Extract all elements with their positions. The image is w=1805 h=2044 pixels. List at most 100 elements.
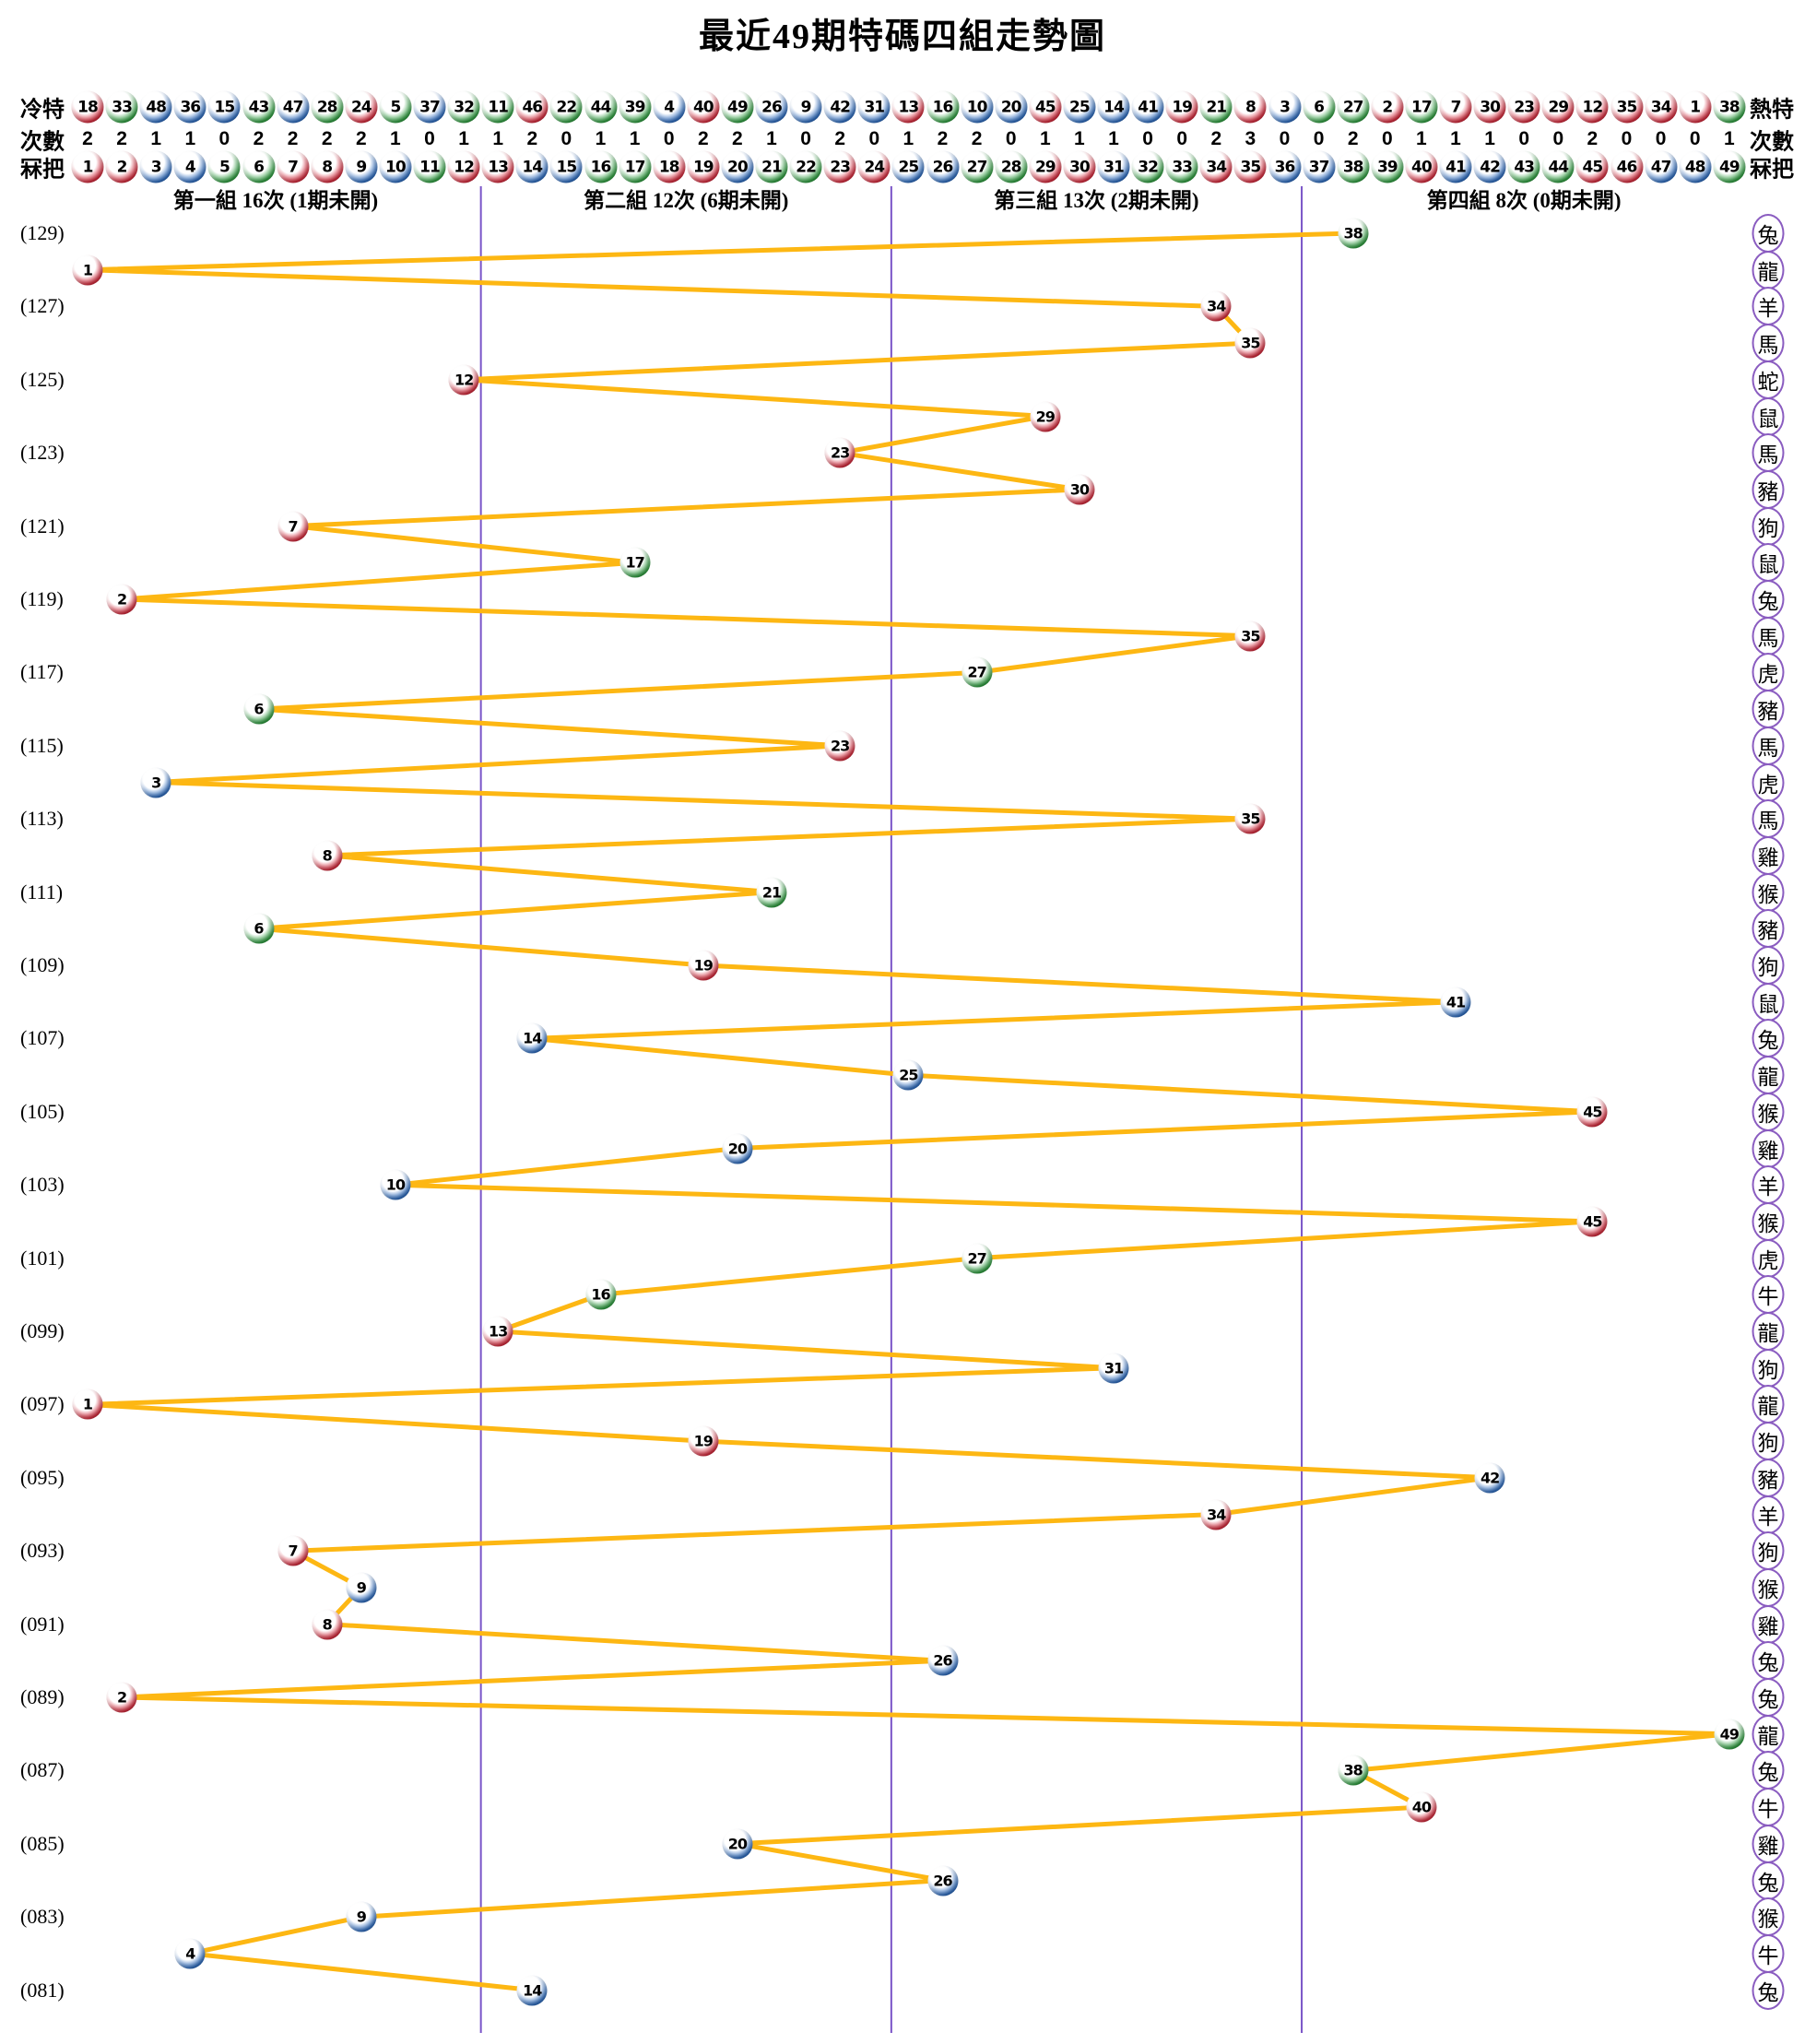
cold-hot-row-ball-2: 2 — [1371, 90, 1404, 124]
zodiac-period-102: 猴 — [1752, 1201, 1785, 1241]
number-row-ball-2: 2 — [105, 150, 138, 183]
count-value-7: 2 — [287, 128, 299, 149]
zodiac-period-101: 虎 — [1752, 1238, 1785, 1278]
zodiac-period-95: 豬 — [1752, 1458, 1785, 1497]
cold-hot-row-ball-15: 15 — [207, 90, 241, 124]
group-3-header: 第三組 13次 (2期未開) — [994, 189, 1199, 212]
chart-ball-period-121: 7 — [277, 511, 309, 542]
chart-ball-period-103: 10 — [380, 1169, 411, 1200]
zodiac-period-111: 猴 — [1752, 872, 1785, 912]
chart-ball-period-127: 34 — [1200, 290, 1232, 322]
number-row-ball-27: 27 — [961, 150, 994, 183]
hot-special-label-right: 熱特 — [1750, 98, 1794, 123]
count-value-6: 2 — [253, 128, 265, 149]
number-row-ball-15: 15 — [549, 150, 583, 183]
number-row-ball-11: 11 — [413, 150, 446, 183]
cold-hot-row-ball-28: 28 — [311, 90, 344, 124]
zodiac-period-96: 狗 — [1752, 1422, 1785, 1461]
trend-line — [85, 230, 1732, 1993]
cold-hot-row-ball-39: 39 — [619, 90, 652, 124]
period-label-83: (083) — [20, 1905, 65, 1929]
chart-ball-period-96: 19 — [688, 1425, 719, 1457]
cold-hot-row-ball-34: 34 — [1645, 90, 1678, 124]
trend-svg — [85, 186, 1732, 2033]
cold-hot-row-ball-46: 46 — [515, 90, 549, 124]
number-row-ball-32: 32 — [1131, 150, 1164, 183]
chart-ball-period-100: 16 — [585, 1279, 616, 1310]
chart-ball-period-110: 6 — [243, 913, 274, 944]
chart-ball-period-84: 26 — [927, 1865, 958, 1896]
number-row-ball-4: 4 — [173, 150, 206, 183]
count-value-25: 1 — [902, 128, 914, 149]
chart-ball-period-105: 45 — [1576, 1096, 1608, 1128]
cold-hot-row-ball-8: 8 — [1233, 90, 1267, 124]
count-value-23: 2 — [834, 128, 846, 149]
cold-hot-row-ball-12: 12 — [1575, 90, 1609, 124]
number-row-ball-42: 42 — [1473, 150, 1506, 183]
zodiac-period-107: 兔 — [1752, 1019, 1785, 1058]
period-label-105: (105) — [20, 1099, 65, 1123]
number-row-ball-10: 10 — [379, 150, 412, 183]
zodiac-period-100: 牛 — [1752, 1275, 1785, 1315]
zodiac-period-82: 牛 — [1752, 1933, 1785, 1973]
number-row-ball-33: 33 — [1165, 150, 1198, 183]
period-label-125: (125) — [20, 367, 65, 391]
zodiac-period-112: 雞 — [1752, 835, 1785, 875]
count-value-11: 0 — [424, 128, 435, 149]
zodiac-period-124: 鼠 — [1752, 396, 1785, 436]
chart-ball-period-101: 27 — [961, 1243, 993, 1274]
zodiac-period-126: 馬 — [1752, 324, 1785, 363]
number-row-ball-40: 40 — [1405, 150, 1438, 183]
period-label-109: (109) — [20, 953, 65, 976]
count-value-33: 0 — [1176, 128, 1188, 149]
zodiac-period-108: 鼠 — [1752, 982, 1785, 1022]
period-label-107: (107) — [20, 1026, 65, 1050]
number-row-ball-12: 12 — [447, 150, 480, 183]
count-value-17: 1 — [629, 128, 641, 149]
group-4-header: 第四組 8次 (0期未開) — [1426, 189, 1622, 212]
count-value-15: 0 — [560, 128, 572, 149]
cold-hot-row-ball-1: 1 — [1679, 90, 1712, 124]
cold-hot-row-ball-13: 13 — [891, 90, 925, 124]
count-value-8: 2 — [321, 128, 333, 149]
number-row-ball-35: 35 — [1233, 150, 1267, 183]
zodiac-period-84: 兔 — [1752, 1861, 1785, 1900]
zodiac-period-115: 馬 — [1752, 726, 1785, 765]
number-row-ball-34: 34 — [1199, 150, 1233, 183]
cold-hot-row-ball-48: 48 — [139, 90, 172, 124]
count-label-right: 次數 — [1750, 130, 1794, 155]
chart-ball-period-126: 35 — [1234, 327, 1266, 359]
number-row-ball-37: 37 — [1303, 150, 1336, 183]
count-value-1: 2 — [82, 128, 93, 149]
number-row-ball-44: 44 — [1541, 150, 1575, 183]
zodiac-period-81: 兔 — [1752, 1970, 1785, 2010]
zodiac-period-103: 羊 — [1752, 1165, 1785, 1205]
count-value-19: 2 — [697, 128, 709, 149]
cold-hot-row-ball-11: 11 — [481, 90, 514, 124]
chart-ball-period-98: 31 — [1098, 1353, 1129, 1384]
period-label-115: (115) — [20, 733, 64, 757]
period-label-93: (093) — [20, 1539, 65, 1563]
chart-ball-period-94: 34 — [1200, 1499, 1232, 1530]
number-row-ball-36: 36 — [1268, 150, 1301, 183]
cold-hot-row-ball-36: 36 — [173, 90, 206, 124]
count-value-20: 2 — [732, 128, 743, 149]
number-row-ball-30: 30 — [1063, 150, 1096, 183]
chart-ball-period-87: 38 — [1338, 1755, 1369, 1786]
cold-hot-row-ball-20: 20 — [995, 90, 1028, 124]
chart-ball-period-128: 1 — [72, 254, 103, 286]
count-value-48: 0 — [1689, 128, 1701, 149]
cold-hot-row-ball-32: 32 — [447, 90, 480, 124]
zodiac-period-98: 狗 — [1752, 1348, 1785, 1388]
number-row-ball-17: 17 — [619, 150, 652, 183]
chart-ball-period-117: 27 — [961, 656, 993, 688]
cold-hot-row-ball-10: 10 — [961, 90, 994, 124]
number-row-ball-24: 24 — [857, 150, 891, 183]
count-value-9: 2 — [355, 128, 367, 149]
cold-hot-row-ball-4: 4 — [653, 90, 686, 124]
zodiac-period-118: 馬 — [1752, 616, 1785, 656]
chart-ball-period-111: 21 — [756, 877, 787, 908]
number-row-ball-28: 28 — [995, 150, 1028, 183]
period-label-121: (121) — [20, 514, 65, 538]
period-label-101: (101) — [20, 1246, 65, 1270]
